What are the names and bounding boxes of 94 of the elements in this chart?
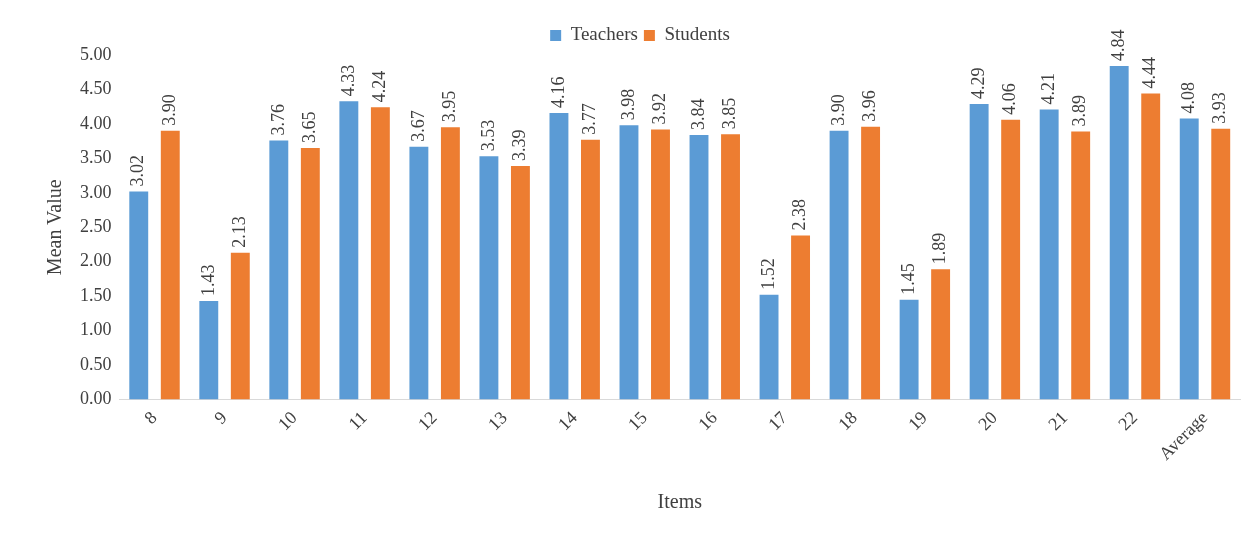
bar [791,235,811,400]
x-tick-label: 16 [694,407,721,435]
bar [440,127,460,400]
bar [1211,128,1231,400]
bar [861,126,881,400]
data-label: 3.39 [509,129,530,161]
y-tick-label: 3.00 [80,181,112,202]
bar [370,107,390,400]
bar [160,130,180,400]
y-tick-label: 4.00 [80,112,112,133]
bar [581,139,600,400]
data-label: 4.24 [369,70,390,103]
data-label: 2.13 [229,216,250,248]
data-label: 4.44 [1139,57,1160,89]
bar [689,134,709,400]
bar [969,103,989,400]
x-tick-label: 21 [1044,407,1072,435]
y-tick-label: 2.00 [80,250,112,271]
data-label: 4.33 [337,64,358,97]
data-label: 4.08 [1177,81,1198,114]
data-label: 1.45 [897,263,918,295]
x-tick-label: 8 [140,407,161,428]
data-label: 1.89 [929,232,950,265]
data-label: 1.52 [757,258,778,290]
bar [269,140,289,400]
y-tick-label: 0.50 [80,353,112,374]
x-tick-label: 17 [764,407,791,435]
bar [651,129,670,400]
data-label: 3.89 [1069,94,1090,127]
data-label: 3.65 [299,111,320,144]
data-label: 3.90 [827,94,848,126]
data-label: 4.06 [999,83,1020,115]
x-tick-label: 13 [483,407,511,435]
legend-label: Teachers [570,23,638,45]
data-label: 3.95 [439,90,460,123]
y-tick-label: 1.50 [80,284,112,305]
data-label: 2.38 [789,199,810,231]
bar [759,294,779,400]
data-label: 4.29 [967,67,988,99]
x-tick-label: 11 [344,407,371,434]
data-label: 3.90 [159,94,180,126]
bar [721,134,740,400]
bar [339,101,359,400]
x-axis-title: Items [657,490,703,513]
data-label: 4.84 [1107,29,1128,62]
bar [899,299,919,400]
bar [510,165,530,400]
x-tick-label: 9 [210,407,231,428]
bar [230,252,250,400]
bar [1109,66,1129,400]
x-tick-label: 15 [624,407,651,435]
x-tick-label: 14 [554,407,581,435]
y-tick-label: 0.00 [80,388,112,409]
legend-label: Students [664,23,730,45]
bar [1141,93,1161,400]
bar [479,156,499,400]
bar [199,301,219,400]
y-tick-label: 3.50 [80,147,112,168]
data-label: 3.96 [859,90,880,122]
data-label: 3.92 [649,92,670,125]
bar [129,191,149,400]
bar [931,269,951,400]
data-label: 3.77 [579,103,600,135]
data-label: 3.53 [477,119,498,152]
x-tick-label: 10 [273,407,301,435]
x-tick-label: 12 [413,407,441,435]
data-label: 3.98 [617,88,638,121]
bar [1039,109,1059,400]
data-label: 3.02 [127,154,148,187]
bar [549,112,569,400]
bar [829,130,849,400]
x-tick-label: 20 [974,407,1002,435]
data-label: 4.21 [1037,72,1058,105]
bar [1001,119,1021,400]
x-tick-label: 19 [904,407,932,435]
data-label: 3.76 [267,103,288,136]
y-tick-label: 1.00 [80,319,112,340]
bar [409,146,429,400]
y-tick-label: 4.50 [80,78,112,99]
y-tick-label: 5.00 [80,43,112,64]
data-label: 1.43 [197,264,218,297]
data-label: 3.93 [1209,92,1230,124]
bar [1179,118,1199,400]
data-label: 4.16 [547,76,568,108]
bar [300,148,320,400]
data-label: 3.67 [407,110,428,142]
x-tick-label: 22 [1114,407,1142,435]
data-label: 3.85 [719,97,740,130]
y-axis-title: Mean Value [43,179,66,276]
y-tick-label: 2.50 [80,216,112,237]
x-tick-label: 18 [834,407,861,435]
data-label: 3.84 [687,98,708,130]
bar [619,125,639,400]
bar [1071,131,1091,400]
